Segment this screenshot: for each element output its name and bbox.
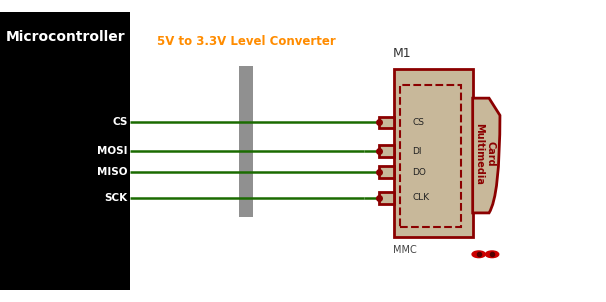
Bar [379, 166, 394, 178]
Text: SCK: SCK [105, 193, 128, 203]
Text: MMC: MMC [393, 245, 416, 255]
Text: MISO: MISO [98, 167, 128, 177]
Bar [0, 12, 130, 290]
Text: Microcontroller: Microcontroller [6, 30, 125, 44]
Bar [379, 192, 394, 204]
Text: CS: CS [412, 118, 424, 127]
Text: Card
Multimedia: Card Multimedia [474, 123, 496, 185]
Bar [239, 66, 253, 217]
Bar [394, 69, 473, 237]
Text: CLK: CLK [412, 193, 429, 202]
Circle shape [485, 251, 499, 258]
Text: 5V to 3.3V Level Converter: 5V to 3.3V Level Converter [157, 35, 335, 48]
Text: M1: M1 [393, 47, 411, 60]
Text: MOSI: MOSI [98, 146, 128, 156]
Bar [379, 117, 394, 128]
Text: DI: DI [412, 146, 422, 156]
Text: CS: CS [113, 117, 128, 127]
Circle shape [472, 251, 485, 258]
Bar [379, 145, 394, 157]
Bar [400, 85, 461, 226]
PathPatch shape [473, 98, 500, 213]
Text: DO: DO [412, 168, 426, 177]
